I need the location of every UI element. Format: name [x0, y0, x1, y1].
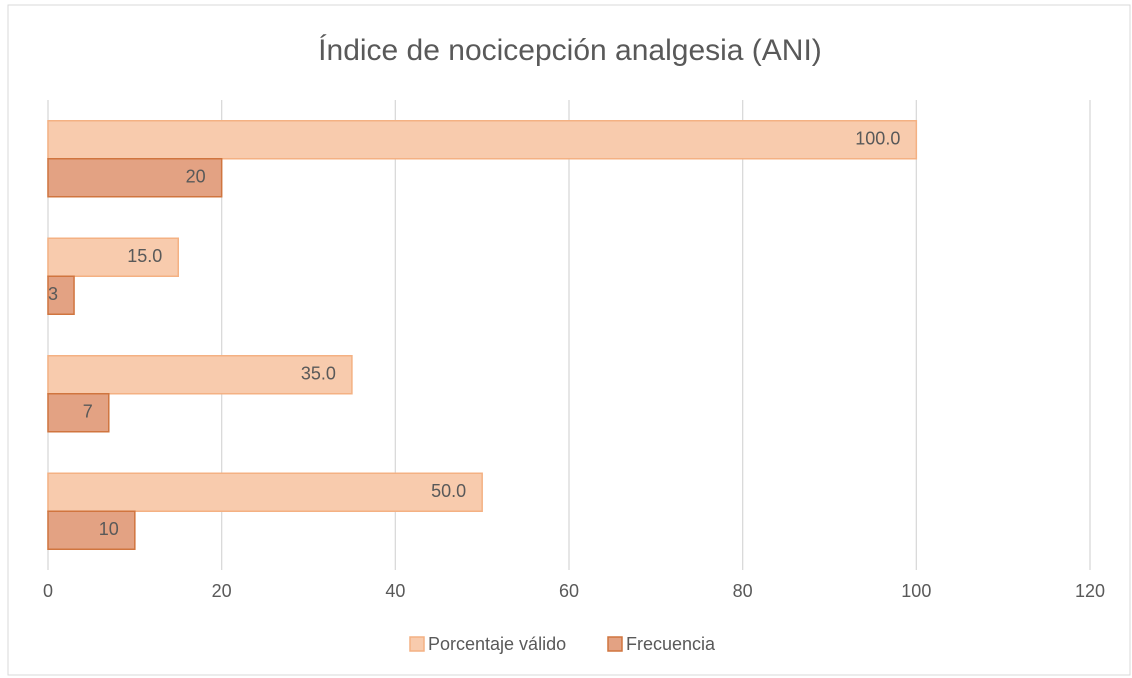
- bar: [47, 355, 353, 395]
- x-tick-label: 100: [901, 581, 931, 601]
- bar: [47, 275, 75, 315]
- data-label: 100.0: [855, 129, 900, 149]
- legend-swatch: [409, 636, 425, 652]
- data-label: 15.0: [127, 246, 162, 266]
- data-label: 50.0: [431, 481, 466, 501]
- legend-swatch: [607, 636, 623, 652]
- x-tick-label: 60: [559, 581, 579, 601]
- x-tick-label: 20: [212, 581, 232, 601]
- data-label: 35.0: [301, 364, 336, 384]
- data-label: 20: [186, 167, 206, 187]
- bar: [47, 393, 110, 433]
- bar: [47, 158, 223, 198]
- chart-title: Índice de nocicepción analgesia (ANI): [318, 34, 822, 67]
- data-label: 10: [99, 519, 119, 539]
- bar: [47, 472, 483, 512]
- legend-label: Porcentaje válido: [428, 634, 566, 654]
- legend-label: Frecuencia: [626, 634, 716, 654]
- bar: [47, 237, 179, 277]
- bar: [47, 120, 918, 160]
- x-tick-label: 80: [733, 581, 753, 601]
- data-label: 7: [83, 402, 93, 422]
- data-label: 3: [48, 284, 58, 304]
- x-tick-label: 40: [385, 581, 405, 601]
- x-tick-label: 120: [1075, 581, 1105, 601]
- bar: [47, 510, 136, 550]
- x-tick-label: 0: [43, 581, 53, 601]
